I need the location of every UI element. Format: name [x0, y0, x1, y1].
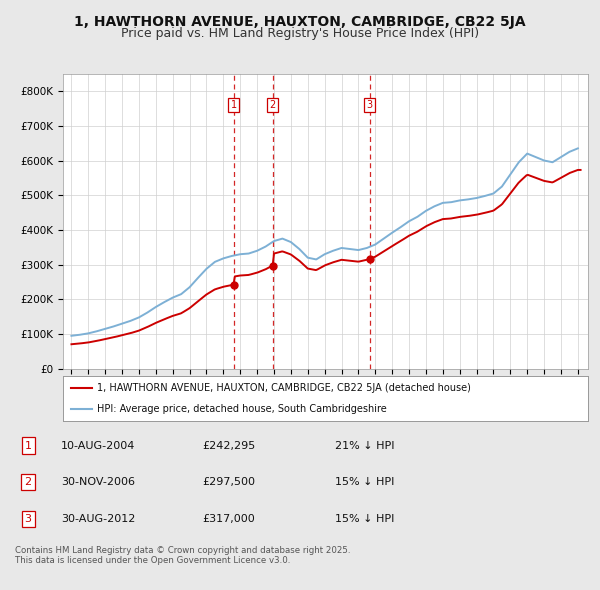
Text: 30-NOV-2006: 30-NOV-2006: [61, 477, 135, 487]
Text: Price paid vs. HM Land Registry's House Price Index (HPI): Price paid vs. HM Land Registry's House …: [121, 27, 479, 40]
Text: 1, HAWTHORN AVENUE, HAUXTON, CAMBRIDGE, CB22 5JA (detached house): 1, HAWTHORN AVENUE, HAUXTON, CAMBRIDGE, …: [97, 384, 471, 394]
Text: 15% ↓ HPI: 15% ↓ HPI: [335, 477, 394, 487]
Text: 2: 2: [25, 477, 32, 487]
Text: £297,500: £297,500: [202, 477, 255, 487]
Text: 3: 3: [367, 100, 373, 110]
Text: 21% ↓ HPI: 21% ↓ HPI: [335, 441, 394, 451]
Text: £242,295: £242,295: [202, 441, 256, 451]
Text: 1: 1: [230, 100, 237, 110]
Text: 1: 1: [25, 441, 32, 451]
Text: 1, HAWTHORN AVENUE, HAUXTON, CAMBRIDGE, CB22 5JA: 1, HAWTHORN AVENUE, HAUXTON, CAMBRIDGE, …: [74, 15, 526, 29]
Text: HPI: Average price, detached house, South Cambridgeshire: HPI: Average price, detached house, Sout…: [97, 404, 387, 414]
Text: 3: 3: [25, 514, 32, 524]
Text: 15% ↓ HPI: 15% ↓ HPI: [335, 514, 394, 524]
Text: Contains HM Land Registry data © Crown copyright and database right 2025.
This d: Contains HM Land Registry data © Crown c…: [15, 546, 350, 565]
Text: 2: 2: [269, 100, 276, 110]
Text: 10-AUG-2004: 10-AUG-2004: [61, 441, 136, 451]
Text: £317,000: £317,000: [202, 514, 255, 524]
Text: 30-AUG-2012: 30-AUG-2012: [61, 514, 136, 524]
